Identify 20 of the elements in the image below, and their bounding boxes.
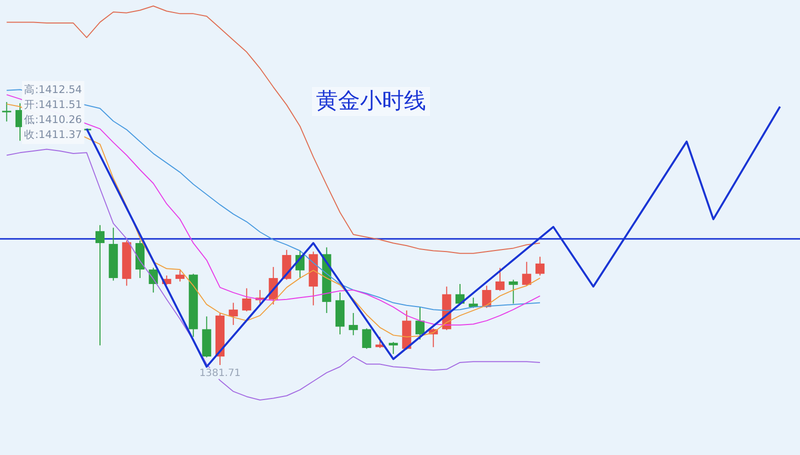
annotation: 低:1410.26	[24, 114, 82, 126]
candlestick	[362, 328, 372, 350]
candlestick	[175, 270, 185, 282]
candlestick	[508, 279, 518, 304]
candlestick	[242, 288, 252, 312]
annotation: 1381.71	[199, 368, 241, 379]
text: 高:1412.54	[24, 83, 82, 96]
candlestick	[228, 302, 238, 326]
candlestick	[348, 312, 358, 336]
candlestick	[495, 267, 505, 292]
candlestick	[2, 102, 12, 122]
candlestick	[468, 297, 478, 308]
annotation: 开:1411.51	[24, 99, 82, 111]
candlestick	[415, 306, 425, 340]
candlestick	[535, 256, 545, 276]
chart-title: 黄金小时线	[316, 89, 426, 114]
candlestick	[95, 224, 105, 346]
annotation: 收:1411.37	[24, 129, 82, 141]
candlestick	[522, 261, 532, 286]
candlestick	[388, 342, 398, 354]
